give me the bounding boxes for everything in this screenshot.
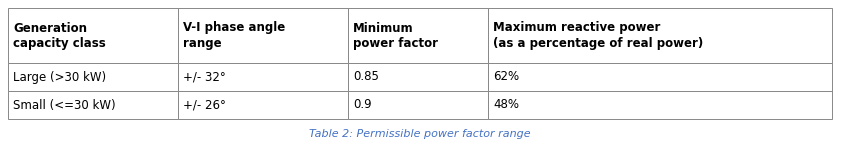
Bar <box>178 8 348 63</box>
Text: 0.9: 0.9 <box>353 98 372 112</box>
Text: Minimum
power factor: Minimum power factor <box>353 21 438 49</box>
Bar <box>348 8 488 63</box>
Bar <box>488 91 832 119</box>
Text: Generation
capacity class: Generation capacity class <box>13 21 105 49</box>
Bar <box>348 63 488 91</box>
Bar <box>8 91 178 119</box>
Bar <box>8 63 178 91</box>
Bar <box>488 63 832 91</box>
Bar <box>178 91 348 119</box>
Text: 62%: 62% <box>493 70 519 83</box>
Text: Large (>30 kW): Large (>30 kW) <box>13 70 106 83</box>
Text: Maximum reactive power
(as a percentage of real power): Maximum reactive power (as a percentage … <box>493 21 703 49</box>
Text: +/- 32°: +/- 32° <box>183 70 226 83</box>
Text: 0.85: 0.85 <box>353 70 379 83</box>
Text: +/- 26°: +/- 26° <box>183 98 226 112</box>
Text: 48%: 48% <box>493 98 519 112</box>
Bar <box>178 63 348 91</box>
Bar <box>488 8 832 63</box>
Bar <box>348 91 488 119</box>
Text: Table 2: Permissible power factor range: Table 2: Permissible power factor range <box>309 129 530 139</box>
Text: Small (<=30 kW): Small (<=30 kW) <box>13 98 116 112</box>
Text: V-I phase angle
range: V-I phase angle range <box>183 21 285 49</box>
Bar <box>8 8 178 63</box>
